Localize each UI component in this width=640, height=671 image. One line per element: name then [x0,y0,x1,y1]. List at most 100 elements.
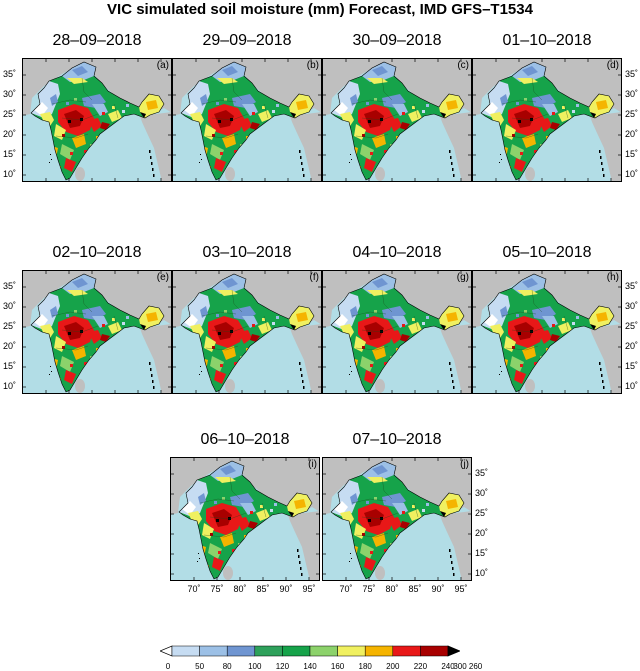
panel-date: 07–10–2018 [352,431,442,448]
colorbar-label: 120 [275,662,290,671]
island [303,174,305,177]
colorbar [160,645,460,657]
lon-tick-label: 85˚ [256,584,270,594]
panel-date: 03–10–2018 [202,244,292,261]
panel-label: (e) [156,272,169,283]
island [151,374,153,377]
island [602,168,604,171]
island [451,561,453,564]
india-border [180,61,315,181]
lat-tick-label: 10˚ [3,381,17,391]
lat-tick-label: 30˚ [625,301,639,311]
neighbour-land-east [140,324,172,394]
panel-date: 05–10–2018 [502,244,592,261]
island [602,380,604,383]
lat-tick-label: 20˚ [625,341,639,351]
map-panel: 28–09–2018 (a) [22,32,172,182]
lat-tick-label: 25˚ [625,109,639,119]
neighbour-land [172,270,322,328]
neighbour-land-east [290,112,322,182]
island [601,162,603,165]
island [450,156,452,159]
colorbar-label: 140 [303,662,317,671]
island [450,368,452,371]
island [301,162,303,165]
colorbar-segment [171,645,200,657]
island [153,174,155,177]
lon-tick-label: 70˚ [187,584,201,594]
soil-moisture-map [322,457,472,581]
lon-tick-label: 75˚ [210,584,224,594]
soil-moisture-map [170,457,320,581]
panel-date: 29–09–2018 [202,32,292,49]
map-panel: 06–10–2018 (i) [170,431,320,581]
neighbour-land-east [290,324,322,394]
india-border [330,61,465,181]
map-panel: 30–09–2018 (c) [322,32,472,182]
island [453,386,455,389]
colorbar-label: 80 [222,662,232,671]
lat-tick-label: 15˚ [3,361,17,371]
island [298,555,300,558]
panel-label: (b) [306,60,319,71]
india-border [330,273,465,393]
soil-moisture-map [322,58,472,182]
panel-label: (j) [460,459,469,470]
panel-label: (c) [457,60,469,71]
india-border [178,460,313,580]
panel-date: 28–09–2018 [52,32,142,49]
map-panel: 05–10–2018 (h) [472,244,622,394]
colorbar-label: 50 [195,662,205,671]
panel-label: (d) [606,60,619,71]
neighbour-land [322,457,472,515]
island [149,150,151,153]
lat-tick-label: 20˚ [475,528,489,538]
colorbar-segment [309,645,338,657]
lat-tick-label: 35˚ [3,281,17,291]
map-panel: 01–10–2018 (d) [472,32,622,182]
figure-title: VIC simulated soil moisture (mm) Forecas… [107,1,533,18]
sri-lanka [75,379,85,393]
colorbar-label: 0 [165,662,171,671]
lon-tick-label: 80˚ [233,584,247,594]
lon-tick-label: 95˚ [302,584,316,594]
panel-label: (g) [456,272,469,283]
lat-tick-label: 10˚ [625,169,639,179]
neighbour-land-east [288,511,320,581]
colorbar-segment [420,645,449,657]
sri-lanka [225,379,235,393]
lat-tick-label: 35˚ [625,281,639,291]
colorbar-segment [364,645,394,657]
sri-lanka [375,566,385,580]
lat-tick-label: 35˚ [625,69,639,79]
india-border [330,460,465,580]
neighbour-land [472,270,622,328]
island [151,162,153,165]
lat-tick-label: 25˚ [625,321,639,331]
island [452,380,454,383]
map-panel: 04–10–2018 (g) [322,244,472,394]
lon-tick-label: 90˚ [279,584,293,594]
panel-date: 06–10–2018 [200,431,290,448]
island [449,150,451,153]
colorbar-label: 160 [330,662,345,671]
neighbour-land [22,58,172,116]
island [300,368,302,371]
sri-lanka [223,566,233,580]
soil-moisture-map [322,270,472,394]
lon-tick-label: 80˚ [385,584,399,594]
island [452,168,454,171]
island [153,386,155,389]
lat-tick-label: 10˚ [475,568,489,578]
colorbar-label: 180 [358,662,372,671]
lat-tick-label: 15˚ [625,149,639,159]
panel-date: 01–10–2018 [502,32,592,49]
island [149,362,151,365]
island [600,368,602,371]
map-panel: 03–10–2018 (f) [172,244,322,394]
colorbar-label: 100 [248,662,262,671]
island [451,374,453,377]
panel-label: (a) [156,60,169,71]
island [152,168,154,171]
neighbour-land-east [440,324,472,394]
